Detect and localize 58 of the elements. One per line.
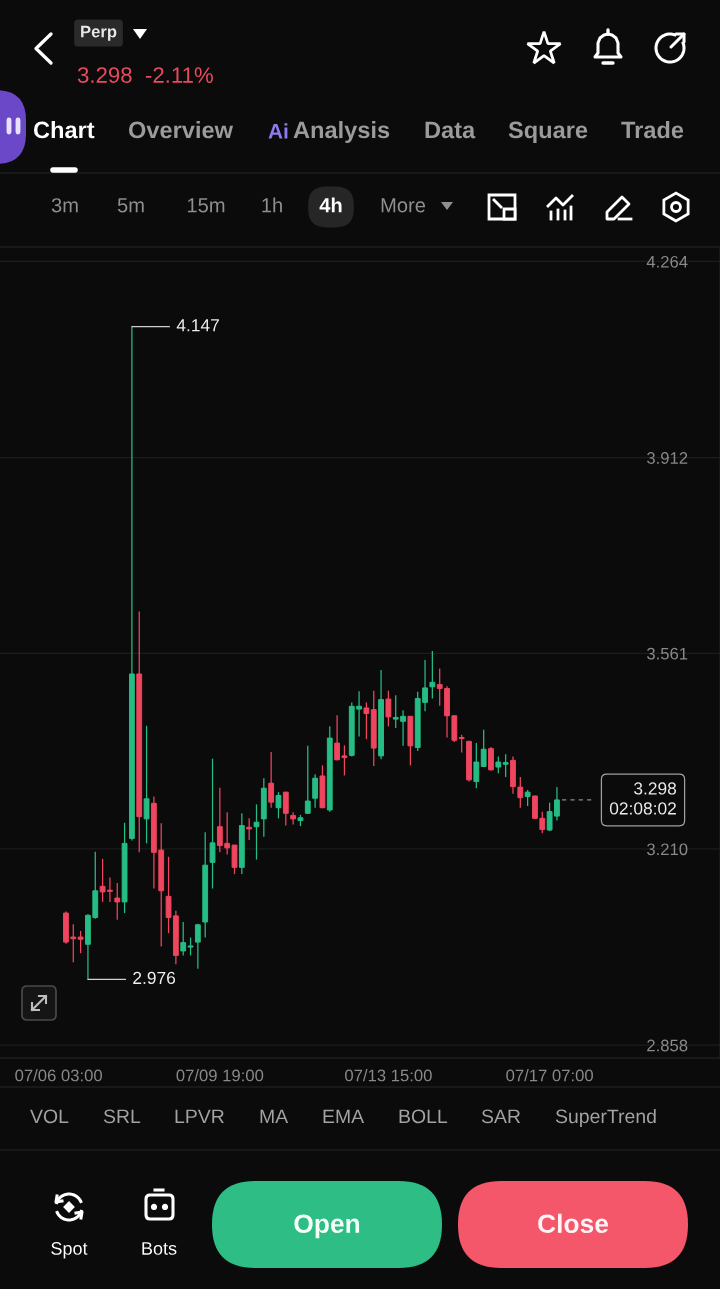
candlestick	[429, 650, 436, 700]
candlestick	[194, 923, 201, 970]
text: 4h	[319, 197, 342, 213]
x-tick-label: 07/17 07:00	[506, 1069, 593, 1082]
text: LPVR	[175, 1109, 224, 1124]
y-tick-label: 3.912	[646, 452, 688, 464]
candlestick	[77, 930, 84, 954]
candlestick	[246, 817, 253, 841]
candlestick	[304, 745, 311, 815]
text: SAR	[481, 1109, 521, 1124]
text: Chart	[33, 121, 95, 139]
text: Trade	[621, 121, 684, 139]
text: Open	[294, 1214, 360, 1239]
text: 3m	[51, 198, 78, 213]
x-tick-label: 07/06 03:00	[15, 1069, 102, 1082]
text: Analysis	[293, 121, 390, 144]
annotation: 2.976	[133, 971, 176, 985]
y-tick-label: 2.858	[647, 1039, 688, 1052]
text: Square	[508, 121, 588, 144]
text: 1h	[262, 197, 282, 213]
candlestick	[385, 690, 392, 727]
annotation: 4.147	[176, 319, 219, 332]
text: EMA	[323, 1109, 365, 1124]
x-tick-label: 07/09 19:00	[176, 1069, 264, 1082]
candlestick	[275, 791, 282, 819]
text: 15m	[187, 198, 225, 213]
y-tick-label: 4.264	[646, 255, 688, 268]
text: Bots	[142, 1242, 177, 1255]
text: Data	[425, 121, 476, 139]
candlestick	[290, 811, 297, 826]
candlestick	[253, 803, 260, 861]
text: MA	[260, 1109, 289, 1124]
x-tick-label: 07/13 15:00	[345, 1069, 432, 1082]
ref-line-label: 3.298 02:08:02	[609, 782, 677, 815]
text: More	[381, 198, 426, 213]
candlestick	[114, 882, 121, 921]
text: SRL	[103, 1109, 141, 1124]
text: 5m	[117, 198, 144, 213]
text: Close	[538, 1213, 609, 1234]
y-tick-label: 3.210	[646, 843, 688, 856]
candlestick	[268, 751, 275, 809]
chart-subtitle: 3.298 -2.11%	[77, 67, 213, 83]
candlestick	[209, 758, 216, 890]
candlestick	[502, 753, 509, 778]
text: Spot	[51, 1242, 88, 1259]
text: Perp	[81, 25, 117, 41]
text: Ai	[268, 123, 288, 139]
candlestick	[480, 729, 487, 768]
candlestick	[282, 791, 289, 827]
text: SuperTrend	[555, 1108, 656, 1128]
text: Overview	[128, 121, 234, 139]
candlestick	[312, 773, 319, 809]
candlestick	[473, 742, 480, 789]
text: BOLL	[399, 1109, 448, 1124]
text: VOL	[30, 1109, 69, 1124]
candlestick	[143, 725, 150, 845]
y-tick-label: 3.561	[646, 647, 688, 660]
candlestick	[363, 701, 370, 740]
